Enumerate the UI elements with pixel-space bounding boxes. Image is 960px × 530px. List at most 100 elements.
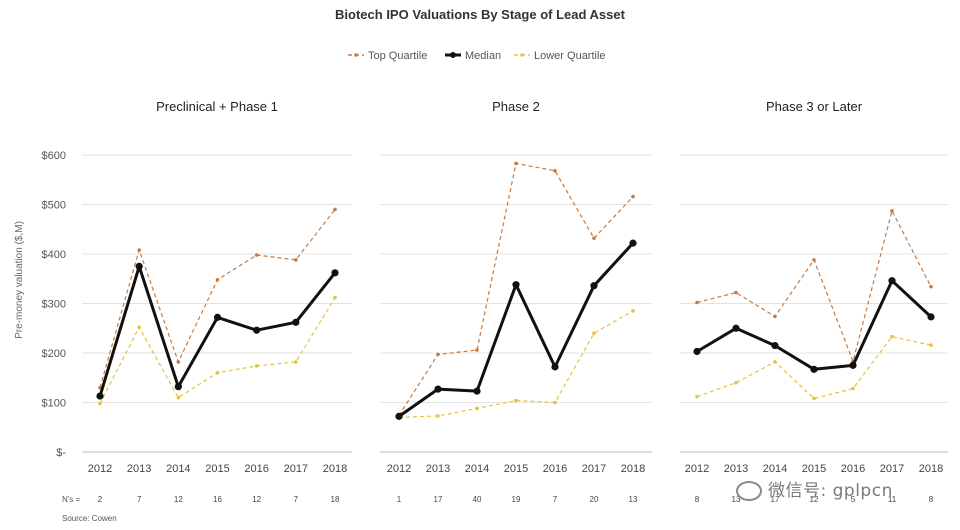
x-tick-label: 2017	[284, 463, 308, 475]
series-line-top-quartile-0	[99, 209, 336, 388]
data-point-lower-quartile	[929, 343, 933, 347]
data-point-median	[473, 387, 481, 395]
source-note: Source: Cowen	[62, 514, 117, 523]
x-tick-label: 2016	[841, 463, 865, 475]
watermark: 微信号: gplpcn	[736, 476, 893, 501]
n-value: 16	[213, 495, 222, 504]
n-value: 40	[473, 495, 482, 504]
y-tick-label: $400	[42, 249, 66, 261]
data-point-top-quartile	[812, 258, 816, 262]
data-point-median	[849, 361, 857, 369]
data-point-top-quartile	[215, 277, 220, 282]
panel-title-0: Preclinical + Phase 1	[156, 99, 278, 114]
n-value: 8	[695, 495, 700, 504]
data-point-top-quartile	[631, 194, 635, 199]
data-point-top-quartile	[176, 360, 181, 364]
x-tick-label: 2014	[763, 463, 787, 475]
series-line-median-1	[398, 242, 635, 418]
wechat-icon	[736, 481, 762, 501]
x-tick-label: 2017	[582, 463, 606, 475]
y-tick-label: $600	[42, 150, 66, 162]
series-line-median-0	[98, 264, 337, 397]
data-point-median	[512, 281, 520, 289]
y-tick-label: $200	[42, 348, 66, 360]
data-point-lower-quartile	[436, 414, 440, 418]
data-point-top-quartile	[514, 161, 518, 166]
x-tick-label: 2012	[685, 463, 709, 475]
legend-marker-2	[520, 53, 524, 57]
x-tick-label: 2018	[621, 463, 645, 475]
data-point-lower-quartile	[333, 295, 337, 300]
series-line-lower-quartile-0	[99, 297, 336, 404]
data-point-median	[927, 313, 935, 321]
data-point-median	[174, 383, 182, 391]
data-point-lower-quartile	[890, 334, 894, 339]
x-tick-label: 2016	[543, 463, 567, 475]
x-tick-label: 2013	[426, 463, 450, 475]
legend-marker-0	[354, 53, 358, 57]
data-point-median	[135, 262, 143, 270]
panel-title-2: Phase 3 or Later	[766, 99, 863, 114]
x-tick-label: 2018	[919, 463, 943, 475]
data-point-lower-quartile	[773, 360, 777, 364]
n-value: 12	[810, 495, 819, 504]
n-value: 19	[512, 495, 521, 504]
n-value: 12	[252, 495, 261, 504]
n-value: 17	[771, 495, 780, 504]
data-point-median	[253, 326, 261, 334]
n-value: 1	[397, 495, 402, 504]
data-point-lower-quartile	[215, 371, 220, 375]
data-point-top-quartile	[254, 253, 259, 257]
data-point-median	[629, 239, 637, 247]
data-point-median	[693, 347, 701, 356]
chart-title: Biotech IPO Valuations By Stage of Lead …	[335, 7, 626, 22]
y-tick-label: $100	[42, 398, 66, 410]
x-tick-label: 2013	[127, 463, 151, 475]
x-tick-label: 2013	[724, 463, 748, 475]
data-point-median	[434, 385, 442, 393]
n-value: 20	[590, 495, 599, 504]
panel-title-1: Phase 2	[492, 99, 540, 114]
y-tick-label: $-	[56, 447, 66, 459]
watermark-text: 微信号: gplpcn	[768, 481, 893, 501]
data-point-top-quartile	[890, 209, 894, 213]
data-point-lower-quartile	[514, 398, 518, 403]
x-tick-label: 2017	[880, 463, 904, 475]
n-value: 13	[629, 495, 638, 504]
x-tick-label: 2016	[244, 463, 268, 475]
n-label: N's =	[62, 495, 81, 504]
x-tick-label: 2015	[504, 463, 528, 475]
legend-marker-1	[450, 52, 456, 58]
n-value: 7	[294, 495, 299, 504]
x-tick-label: 2015	[205, 463, 229, 475]
data-point-lower-quartile	[812, 396, 816, 401]
data-point-top-quartile	[773, 314, 777, 319]
n-value: 5	[851, 495, 856, 504]
data-point-lower-quartile	[475, 406, 479, 411]
data-point-median	[771, 341, 779, 350]
data-point-lower-quartile	[176, 395, 181, 400]
data-point-lower-quartile	[631, 309, 635, 313]
data-point-top-quartile	[333, 207, 337, 212]
data-point-lower-quartile	[851, 386, 855, 391]
data-point-median	[96, 392, 104, 400]
data-point-median	[732, 324, 740, 332]
data-point-lower-quartile	[294, 360, 298, 364]
data-point-top-quartile	[734, 290, 738, 295]
n-value: 17	[434, 495, 443, 504]
legend-label-1: Median	[465, 50, 501, 62]
x-tick-label: 2012	[88, 463, 112, 475]
data-point-median	[331, 269, 339, 277]
n-value: 2	[98, 495, 103, 504]
data-point-lower-quartile	[734, 380, 738, 385]
n-value: 7	[553, 495, 558, 504]
x-tick-label: 2014	[166, 463, 190, 475]
data-point-lower-quartile	[592, 331, 596, 336]
data-point-top-quartile	[137, 248, 141, 252]
data-point-median	[395, 412, 403, 420]
data-point-median	[292, 318, 300, 326]
data-point-lower-quartile	[254, 364, 259, 368]
data-point-median	[888, 277, 896, 285]
data-point-top-quartile	[695, 300, 699, 305]
